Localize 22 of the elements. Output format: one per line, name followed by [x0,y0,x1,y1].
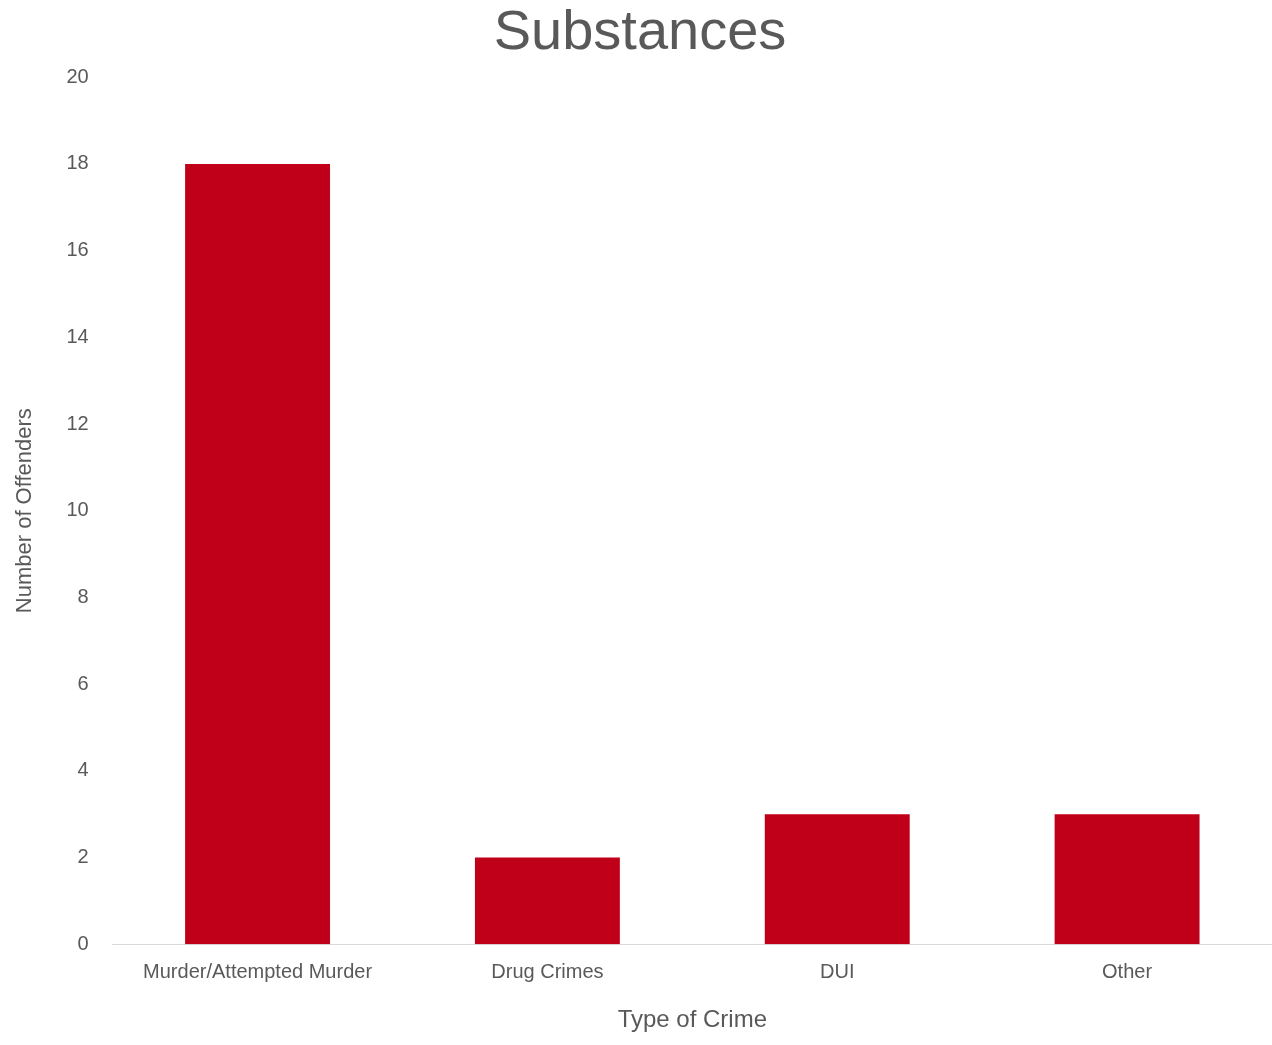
x-axis-title: Type of Crime [617,1005,768,1033]
bar [185,163,331,945]
x-tick-label: DUI [820,959,855,982]
y-tick-label: 0 [77,931,89,954]
y-tick-label: 6 [77,671,89,694]
chart-title: Substances [493,0,787,62]
y-tick-label: 14 [66,324,89,347]
y-axis-title: Number of Offenders [11,408,37,614]
y-tick-label: 18 [66,151,89,174]
x-tick-label: Other [1102,959,1153,982]
y-tick-label: 12 [66,411,89,434]
x-tick-label: Drug Crimes [491,959,604,982]
bar [474,857,620,945]
x-tick-label: Murder/Attempted Murder [143,959,373,982]
bar [1054,814,1200,945]
y-tick-label: 2 [77,845,89,868]
bar [764,814,910,945]
y-tick-label: 16 [66,238,89,261]
y-tick-label: 8 [77,584,89,607]
y-tick-label: 4 [77,758,89,781]
y-tick-label: 10 [66,498,89,521]
y-tick-label: 20 [66,64,89,87]
